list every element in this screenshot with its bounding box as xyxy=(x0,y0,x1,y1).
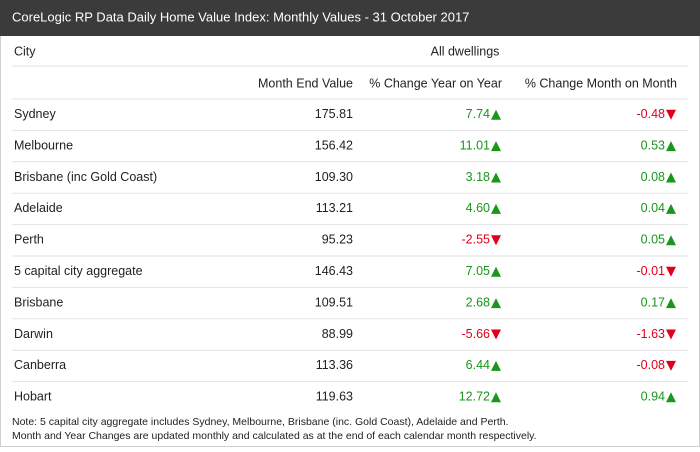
up-arrow xyxy=(666,203,676,214)
up-arrow xyxy=(491,392,501,403)
month-end-value: 113.36 xyxy=(316,358,353,372)
month-change: 0.94 xyxy=(641,390,665,404)
up-arrow xyxy=(491,109,501,120)
year-change: 11.01 xyxy=(460,138,490,152)
city: Canberra xyxy=(14,358,66,372)
year-change: 7.74 xyxy=(466,107,490,121)
city: Perth xyxy=(14,233,44,247)
month-change: -0.01 xyxy=(637,264,666,278)
year-change: 7.05 xyxy=(466,264,490,278)
city: 5 capital city aggregate xyxy=(14,264,143,278)
up-arrow xyxy=(491,172,501,183)
city: Adelaide xyxy=(14,201,63,215)
up-arrow xyxy=(491,298,501,309)
up-arrow xyxy=(666,298,676,309)
year-change: 6.44 xyxy=(466,358,490,372)
month-change: 0.08 xyxy=(641,170,665,184)
column-header: % Change Month on Month xyxy=(525,76,677,90)
month-end-value: 175.81 xyxy=(315,107,353,121)
note: Note: 5 capital city aggregate includes … xyxy=(12,416,509,428)
down-arrow xyxy=(491,235,501,246)
month-end-value: 156.42 xyxy=(315,138,353,152)
month-change: 0.05 xyxy=(641,233,665,247)
year-change: -5.66 xyxy=(462,327,491,341)
up-arrow xyxy=(666,141,676,152)
month-end-value: 95.23 xyxy=(322,233,353,247)
city: Melbourne xyxy=(14,138,73,152)
month-end-value: 113.21 xyxy=(316,201,353,215)
month-change: -0.08 xyxy=(637,358,666,372)
up-arrow xyxy=(491,203,501,214)
year-change: 3.18 xyxy=(466,170,490,184)
month-end-value: 109.30 xyxy=(315,170,353,184)
city: Darwin xyxy=(14,327,53,341)
year-change: -2.55 xyxy=(462,233,491,247)
title-bar xyxy=(0,0,700,36)
group-header: All dwellings xyxy=(431,44,500,58)
down-arrow xyxy=(491,329,501,340)
year-change: 12.72 xyxy=(459,390,490,404)
month-end-value: 146.43 xyxy=(315,264,353,278)
up-arrow xyxy=(666,392,676,403)
up-arrow xyxy=(666,235,676,246)
month-change: 0.53 xyxy=(641,138,665,152)
month-change: 0.04 xyxy=(641,201,665,215)
year-change: 2.68 xyxy=(466,295,490,309)
up-arrow xyxy=(491,266,501,277)
month-change: 0.17 xyxy=(641,295,665,309)
city: Sydney xyxy=(14,107,56,121)
down-arrow xyxy=(666,329,676,340)
city: Hobart xyxy=(14,390,52,404)
month-end-value: 119.63 xyxy=(316,390,353,404)
column-header: % Change Year on Year xyxy=(369,76,502,90)
column-header: Month End Value xyxy=(258,76,353,90)
city: Brisbane xyxy=(14,295,63,309)
up-arrow xyxy=(491,141,501,152)
down-arrow xyxy=(666,266,676,277)
city: Brisbane (inc Gold Coast) xyxy=(14,170,157,184)
down-arrow xyxy=(666,109,676,120)
down-arrow xyxy=(666,360,676,371)
month-change: -0.48 xyxy=(637,107,666,121)
up-arrow xyxy=(491,360,501,371)
month-end-value: 109.51 xyxy=(315,295,353,309)
month-end-value: 88.99 xyxy=(322,327,353,341)
year-change: 4.60 xyxy=(466,201,490,215)
month-change: -1.63 xyxy=(637,327,666,341)
city-header: City xyxy=(14,44,36,58)
note: Month and Year Changes are updated month… xyxy=(12,430,537,442)
title: CoreLogic RP Data Daily Home Value Index… xyxy=(12,9,469,24)
up-arrow xyxy=(666,172,676,183)
